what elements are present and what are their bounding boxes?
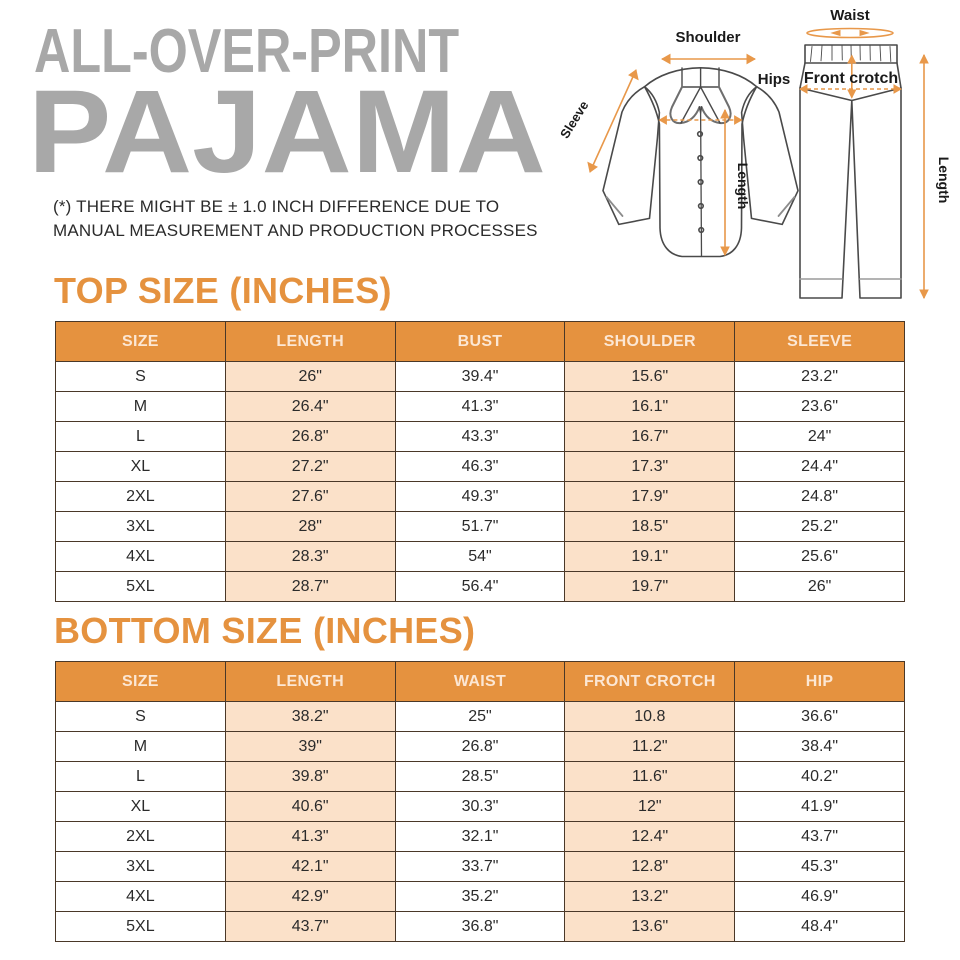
svg-text:Waist: Waist <box>830 7 869 24</box>
svg-text:Length: Length <box>936 157 952 204</box>
svg-text:Hips: Hips <box>758 71 791 88</box>
svg-text:Shoulder: Shoulder <box>675 29 740 46</box>
svg-text:Front crotch: Front crotch <box>804 70 898 87</box>
svg-text:Sleeve: Sleeve <box>560 98 591 141</box>
svg-text:Length: Length <box>735 163 751 210</box>
